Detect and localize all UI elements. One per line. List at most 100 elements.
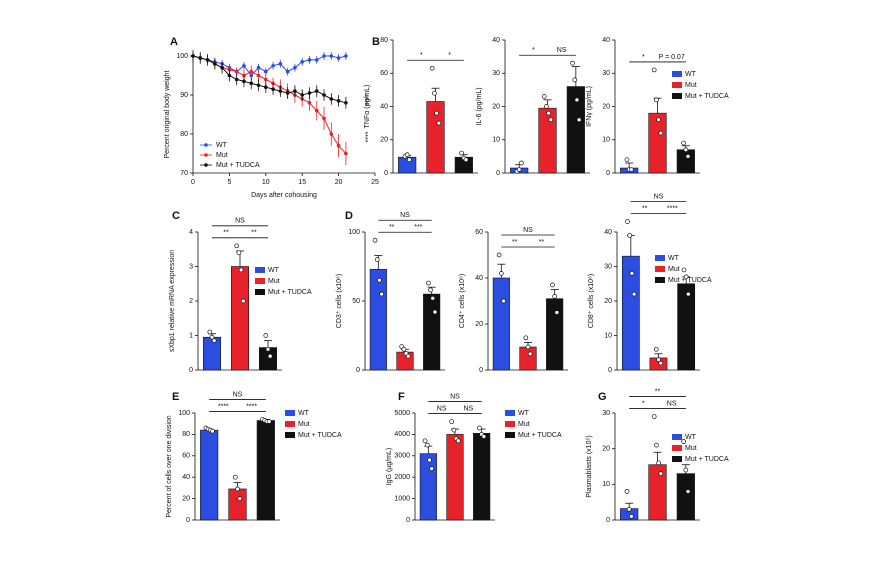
marker (278, 89, 283, 93)
data-point (477, 425, 482, 431)
marker (278, 62, 283, 66)
y-tick-label: 5000 (394, 410, 410, 417)
data-point (426, 280, 431, 286)
significance: P = 0.07 (659, 54, 685, 61)
y-axis-label: TNFα (pg/mL) (364, 85, 371, 129)
significance: NS (400, 212, 410, 219)
data-point (658, 360, 664, 366)
data-point (525, 344, 531, 350)
bar (677, 283, 696, 371)
data-point (455, 438, 461, 444)
data-point (405, 353, 411, 359)
legend-label: Mut + TUDCA (216, 162, 260, 169)
marker (293, 65, 297, 70)
y-tick-label: 60 (475, 229, 483, 236)
x-tick-label: 0 (191, 179, 195, 186)
data-point (429, 65, 435, 71)
y-axis-label: IgG (μg/mL) (386, 448, 393, 486)
legend-label: WT (668, 255, 680, 262)
data-point (481, 434, 487, 439)
x-tick-label: 10 (262, 179, 270, 186)
marker (213, 62, 217, 66)
data-point (658, 130, 664, 136)
data-point (404, 152, 410, 158)
x-tick-label: 25 (371, 179, 379, 186)
y-tick-label: 0 (496, 170, 500, 177)
significance: ** (512, 239, 518, 246)
panel-label: B (372, 36, 380, 48)
legend-marker (204, 143, 208, 147)
marker (198, 56, 203, 60)
significance: * (642, 400, 645, 407)
legend-label: Mut (668, 266, 680, 273)
y-tick-label: 0 (356, 367, 360, 374)
marker (205, 58, 210, 62)
legend-swatch (285, 421, 295, 427)
legend-label: Mut + TUDCA (685, 456, 729, 463)
data-point (432, 90, 437, 96)
marker (293, 89, 297, 93)
data-point (631, 291, 637, 297)
marker (227, 73, 232, 78)
x-axis-label: Days after cohousing (251, 192, 317, 199)
data-point (548, 117, 554, 123)
y-tick-label: 2000 (394, 474, 410, 481)
series-line (192, 55, 347, 154)
data-point (656, 357, 661, 362)
legend-label: WT (268, 267, 280, 274)
marker (336, 56, 341, 60)
legend-label: Mut + TUDCA (268, 289, 312, 296)
bar (203, 336, 221, 371)
significance: * (448, 52, 451, 59)
legend-swatch (255, 289, 265, 295)
marker (314, 58, 319, 62)
significance: NS (437, 405, 447, 412)
panel-label: F (398, 391, 405, 403)
y-tick-label: 90 (180, 92, 188, 99)
significance: ** (539, 239, 545, 246)
y-tick-label: 10 (604, 332, 612, 339)
data-point (496, 252, 502, 258)
marker (271, 63, 275, 68)
legend-label: WT (685, 71, 697, 78)
y-tick-label: 40 (604, 229, 612, 236)
data-point (541, 94, 547, 99)
series-line (192, 55, 347, 77)
marker (336, 143, 341, 148)
y-axis-label: Plasmablasts (x10⁵) (586, 435, 593, 497)
y-tick-label: 0 (406, 517, 410, 524)
bar (648, 464, 667, 521)
data-point (501, 298, 506, 304)
data-point (552, 294, 558, 299)
data-point (459, 150, 464, 156)
legend-swatch (655, 277, 665, 283)
y-tick-label: 20 (492, 103, 500, 110)
marker (329, 132, 334, 136)
bar (423, 293, 441, 371)
data-point (434, 110, 439, 116)
marker (307, 91, 312, 95)
data-point (685, 489, 691, 494)
legend-label: Mut (685, 82, 697, 89)
y-tick-label: 40 (475, 275, 483, 282)
data-point (427, 457, 432, 463)
data-point (656, 117, 661, 123)
y-tick-label: 1000 (394, 495, 410, 502)
marker (191, 54, 195, 58)
y-axis-label: Percent of cells over one division (166, 415, 173, 517)
data-point (624, 489, 630, 494)
data-point (374, 257, 380, 262)
data-point (651, 67, 657, 73)
marker (264, 85, 268, 89)
data-point (379, 291, 384, 297)
y-tick-label: 30 (602, 410, 610, 417)
data-point (407, 157, 412, 163)
legend-label: WT (685, 434, 697, 441)
y-tick-label: 100 (176, 53, 188, 60)
data-point (377, 277, 382, 283)
y-tick-label: 20 (602, 103, 610, 110)
legend-swatch (655, 266, 665, 272)
marker (264, 69, 268, 74)
y-axis-label: IL-6 (pg/mL) (476, 87, 483, 125)
y-axis-label: CD8⁺ cells (x10⁶) (588, 274, 595, 328)
